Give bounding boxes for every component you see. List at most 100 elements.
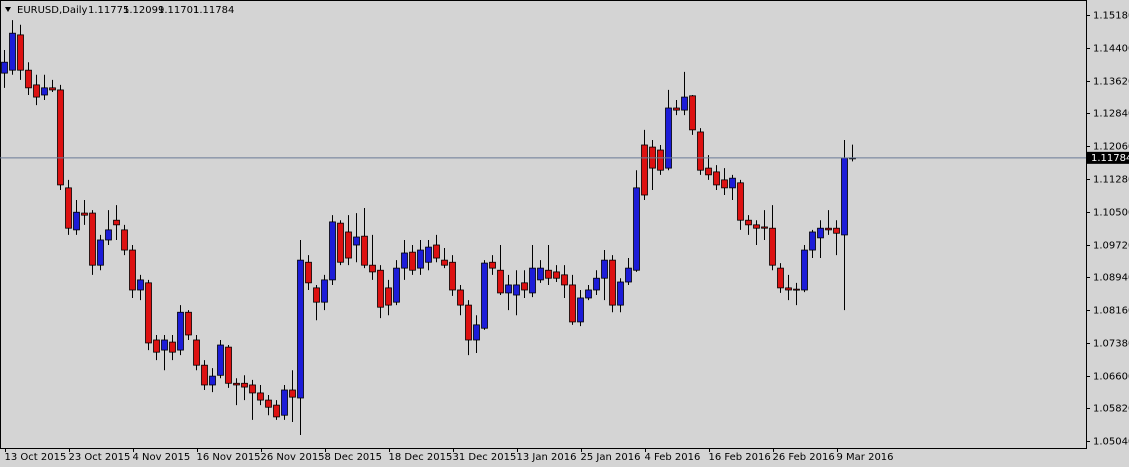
candle-body <box>593 277 600 291</box>
candle-body <box>409 251 416 271</box>
header-high: 1.12099 <box>123 5 164 16</box>
candle-body <box>257 392 264 401</box>
y-tick-label: 1.12060 <box>1093 142 1129 153</box>
candle-body <box>577 297 584 323</box>
candle-body <box>689 95 696 131</box>
candle-body <box>49 87 56 91</box>
candle-body <box>713 171 720 186</box>
header-low: 1.11701 <box>158 5 199 16</box>
x-tick-label: 13 Jan 2016 <box>517 452 577 463</box>
x-tick-label: 4 Feb 2016 <box>645 452 701 463</box>
candle-body <box>241 382 248 388</box>
candle-body <box>721 179 728 189</box>
candle-body <box>385 287 392 306</box>
candle-body <box>753 224 760 229</box>
current-price-label: 1.11784 <box>1091 153 1129 164</box>
candle-body <box>497 269 504 294</box>
candle-body <box>465 304 472 341</box>
candle-body <box>481 262 488 329</box>
y-tick-label: 1.08940 <box>1093 273 1129 284</box>
current-price-box <box>1087 151 1129 164</box>
candle-body <box>817 227 824 239</box>
candle-body <box>545 269 552 279</box>
y-tick-label: 1.07380 <box>1093 339 1129 350</box>
candle-body <box>337 222 344 263</box>
y-tick-label: 1.06600 <box>1093 372 1129 383</box>
candle-body <box>153 339 160 353</box>
header-close: 1.11784 <box>193 5 234 16</box>
candle-body <box>393 267 400 303</box>
candle-body <box>137 279 144 291</box>
candle-body <box>785 287 792 291</box>
candle-body <box>33 84 40 98</box>
candle-body <box>793 288 800 291</box>
y-tick-label: 1.14400 <box>1093 44 1129 55</box>
candle-body <box>161 339 168 351</box>
x-tick-label: 13 Oct 2015 <box>5 452 67 463</box>
x-tick-label: 23 Oct 2015 <box>69 452 131 463</box>
candle-body <box>777 267 784 289</box>
candle-body <box>353 236 360 246</box>
candle-body <box>625 267 632 283</box>
candle-body <box>265 399 272 408</box>
candle-body <box>529 267 536 294</box>
x-tick-label: 9 Mar 2016 <box>837 452 894 463</box>
candle-body <box>633 187 640 271</box>
candle-body <box>473 324 480 341</box>
header-open: 1.11775 <box>88 5 129 16</box>
candle-body <box>457 289 464 306</box>
candle-body <box>841 157 848 236</box>
candle-body <box>417 249 424 269</box>
y-tick-label: 1.05820 <box>1093 404 1129 415</box>
candle-body <box>641 144 648 196</box>
candle-body <box>217 344 224 376</box>
candle-body <box>681 96 688 111</box>
candle-body <box>745 219 752 226</box>
candle-body <box>609 259 616 306</box>
candle-body <box>585 289 592 299</box>
candle-body <box>825 227 832 231</box>
candle-body <box>97 239 104 266</box>
x-tick-label: 26 Feb 2016 <box>773 452 835 463</box>
x-tick-label: 4 Nov 2015 <box>133 452 191 463</box>
candle-body <box>65 187 72 229</box>
candle-body <box>433 244 440 259</box>
y-tick-label: 1.10500 <box>1093 208 1129 219</box>
candle-body <box>57 89 64 186</box>
candle-body <box>185 311 192 336</box>
candle-body <box>801 249 808 291</box>
candle-body <box>41 87 48 96</box>
candle-body <box>169 341 176 353</box>
candle-body <box>377 269 384 308</box>
candle-body <box>449 261 456 291</box>
candle-body <box>177 311 184 351</box>
candle-body <box>521 282 528 291</box>
plot-frame <box>0 0 1087 449</box>
candle-body <box>665 107 672 169</box>
candle-body <box>329 221 336 281</box>
x-tick-label: 8 Dec 2015 <box>325 452 383 463</box>
y-tick-label: 1.05040 <box>1093 437 1129 448</box>
x-tick-label: 16 Nov 2015 <box>197 452 261 463</box>
candle-body <box>305 261 312 284</box>
candle-body <box>601 259 608 279</box>
candle-body <box>113 219 120 226</box>
candle-body <box>809 231 816 251</box>
candle-body <box>657 149 664 171</box>
candle-body <box>761 226 768 229</box>
candle-body <box>17 34 24 71</box>
candle-body <box>553 271 560 279</box>
x-tick-label: 31 Dec 2015 <box>453 452 517 463</box>
candle-body <box>129 249 136 291</box>
candle-body <box>489 261 496 269</box>
candle-body <box>345 231 352 259</box>
candle-body <box>9 32 16 71</box>
candle-body <box>121 229 128 251</box>
candle-body <box>281 389 288 416</box>
candle-body <box>273 404 280 418</box>
menu-triangle[interactable] <box>5 7 11 12</box>
y-tick-label: 1.11280 <box>1093 175 1129 186</box>
candle-body <box>73 211 80 231</box>
candle-body <box>401 252 408 269</box>
